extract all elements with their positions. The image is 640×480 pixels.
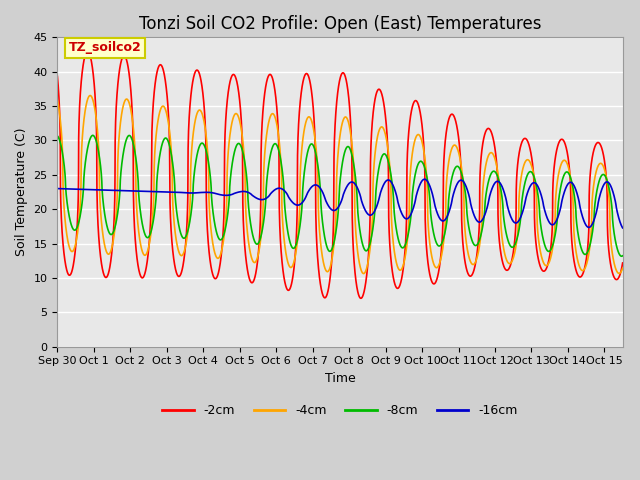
-16cm — [420, 176, 428, 182]
-16cm — [326, 205, 333, 211]
-8cm — [298, 204, 306, 210]
-2cm — [326, 276, 333, 282]
-16cm — [614, 213, 622, 218]
-4cm — [619, 265, 627, 271]
Y-axis label: Soil Temperature (C): Soil Temperature (C) — [15, 128, 28, 256]
-2cm — [310, 123, 318, 129]
Legend: -2cm, -4cm, -8cm, -16cm: -2cm, -4cm, -8cm, -16cm — [157, 399, 523, 422]
-2cm — [84, 48, 92, 54]
-8cm — [89, 132, 97, 138]
-8cm — [54, 133, 61, 139]
-4cm — [86, 93, 94, 98]
-8cm — [500, 213, 508, 218]
-2cm — [614, 276, 622, 281]
-8cm — [326, 249, 333, 254]
-16cm — [54, 186, 61, 192]
-4cm — [374, 134, 381, 140]
-8cm — [618, 253, 625, 259]
Line: -8cm: -8cm — [58, 135, 623, 256]
-8cm — [614, 249, 622, 254]
-4cm — [326, 265, 333, 271]
Line: -2cm: -2cm — [58, 51, 623, 298]
-16cm — [500, 187, 508, 193]
Line: -16cm: -16cm — [58, 179, 623, 228]
-8cm — [374, 175, 381, 181]
-4cm — [298, 144, 306, 150]
-8cm — [619, 253, 627, 259]
Title: Tonzi Soil CO2 Profile: Open (East) Temperatures: Tonzi Soil CO2 Profile: Open (East) Temp… — [139, 15, 541, 33]
X-axis label: Time: Time — [324, 372, 355, 385]
-16cm — [619, 225, 627, 231]
-4cm — [500, 246, 508, 252]
-2cm — [619, 260, 627, 266]
-16cm — [373, 202, 381, 208]
Text: TZ_soilco2: TZ_soilco2 — [68, 41, 141, 54]
-8cm — [310, 145, 318, 151]
-16cm — [298, 200, 306, 206]
-4cm — [360, 271, 367, 276]
-4cm — [54, 97, 61, 103]
-2cm — [374, 88, 381, 94]
-2cm — [54, 73, 61, 79]
Line: -4cm: -4cm — [58, 96, 623, 274]
-2cm — [357, 295, 365, 301]
-2cm — [500, 263, 508, 268]
-4cm — [310, 132, 318, 137]
-4cm — [614, 270, 622, 276]
-16cm — [310, 182, 318, 188]
-2cm — [298, 85, 306, 91]
